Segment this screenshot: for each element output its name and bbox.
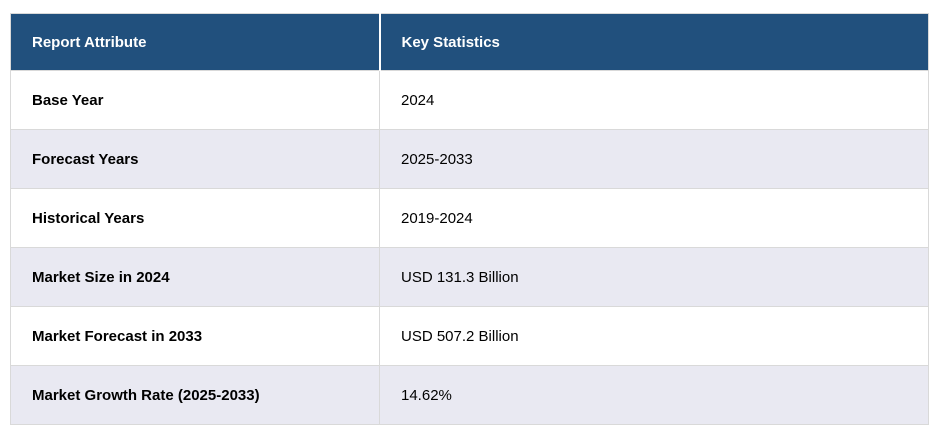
attribute-cell: Market Growth Rate (2025-2033) — [10, 365, 380, 425]
table-row: Base Year 2024 — [10, 70, 929, 130]
report-statistics-table-container: Report Attribute Key Statistics Base Yea… — [10, 13, 929, 425]
table-row: Forecast Years 2025-2033 — [10, 129, 929, 189]
attribute-cell: Forecast Years — [10, 129, 380, 189]
header-row: Report Attribute Key Statistics — [10, 13, 929, 71]
report-statistics-table: Report Attribute Key Statistics Base Yea… — [10, 13, 929, 425]
attribute-cell: Base Year — [10, 70, 380, 130]
value-cell: USD 507.2 Billion — [379, 306, 929, 366]
attribute-cell: Market Forecast in 2033 — [10, 306, 380, 366]
value-cell: USD 131.3 Billion — [379, 247, 929, 307]
attribute-cell: Historical Years — [10, 188, 380, 248]
table-header: Report Attribute Key Statistics — [10, 13, 929, 71]
table-row: Market Forecast in 2033 USD 507.2 Billion — [10, 306, 929, 366]
value-cell: 14.62% — [379, 365, 929, 425]
value-cell: 2025-2033 — [379, 129, 929, 189]
table-row: Historical Years 2019-2024 — [10, 188, 929, 248]
table-body: Base Year 2024 Forecast Years 2025-2033 Hist… — [10, 70, 929, 425]
column-header-key-statistics: Key Statistics — [378, 13, 929, 71]
value-cell: 2019-2024 — [379, 188, 929, 248]
attribute-cell: Market Size in 2024 — [10, 247, 380, 307]
table-row: Market Size in 2024 USD 131.3 Billion — [10, 247, 929, 307]
table-row: Market Growth Rate (2025-2033) 14.62% — [10, 365, 929, 425]
column-header-report-attribute: Report Attribute — [10, 13, 380, 71]
value-cell: 2024 — [379, 70, 929, 130]
